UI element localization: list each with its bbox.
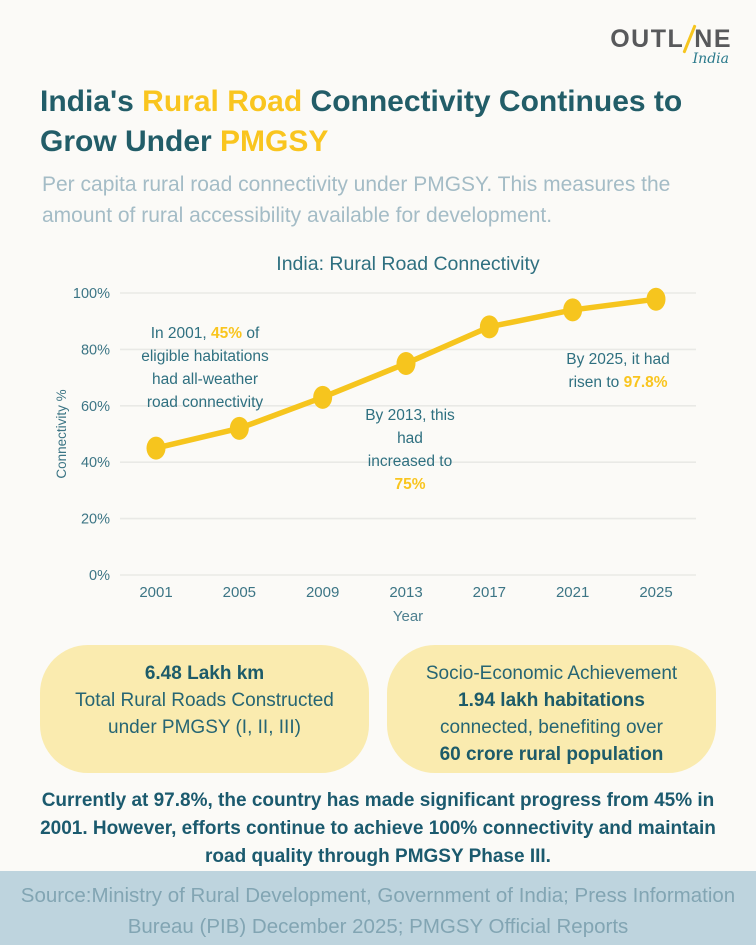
chart-title: India: Rural Road Connectivity: [276, 253, 540, 275]
title-seg-pmgsy: PMGSY: [220, 125, 329, 158]
stat-cards: 6.48 Lakh km Total Rural Roads Construct…: [40, 645, 716, 773]
logo-text-outl: OUTL: [610, 24, 685, 53]
y-tick-label: 20%: [81, 512, 110, 528]
x-tick-label: 2017: [473, 584, 506, 601]
stat-card-roads-body: Total Rural Roads Constructed under PMGS…: [75, 690, 334, 738]
x-tick-label: 2001: [139, 584, 172, 601]
page-subtitle: Per capita rural road connectivity under…: [42, 173, 671, 227]
annotation-2001: In 2001, 45% of eligible habitations had…: [110, 322, 300, 414]
y-tick-label: 40%: [81, 455, 110, 471]
y-tick-label: 60%: [81, 399, 110, 415]
annotation-line: eligible habitations: [141, 348, 269, 365]
data-point-2021: [563, 298, 583, 322]
data-point-2017: [479, 315, 499, 339]
stat-card-socio-line3: connected, benefiting over: [440, 717, 663, 738]
outline-india-logo: OUTL NE India: [610, 24, 732, 68]
annotation-line: road connectivity: [146, 394, 264, 411]
logo-subtitle: India: [692, 51, 729, 67]
stat-card-socio-line1: Socio-Economic Achievement: [425, 663, 678, 684]
x-tick-label: 2009: [306, 584, 339, 601]
title-seg-1: India's: [40, 85, 143, 118]
summary-paragraph: Currently at 97.8%, the country has made…: [40, 790, 716, 867]
y-axis-label: Connectivity %: [54, 389, 69, 478]
chart-area: 0% 20% 40% 60% 80% 100% 2001 2005 2009 2013 2017 20…: [0, 283, 756, 633]
annotation-line: risen to 97.8%: [568, 374, 668, 391]
stat-card-roads: 6.48 Lakh km Total Rural Roads Construct…: [40, 645, 369, 773]
data-point-2009: [313, 385, 333, 409]
annotation-2025: By 2025, it had risen to 97.8%: [523, 348, 713, 394]
annotation-line: had all-weather: [152, 371, 258, 388]
x-tick-label: 2013: [389, 584, 422, 601]
y-tick-label: 100%: [73, 286, 110, 302]
stat-card-socio-economic: Socio-Economic Achievement 1.94 lakh hab…: [387, 645, 716, 773]
stat-card-socio-line4: 60 crore rural population: [439, 744, 664, 765]
title-seg-rural-road: Rural Road: [142, 85, 303, 118]
annotation-line: increased to: [367, 453, 453, 470]
y-tick-label: 0%: [89, 568, 110, 584]
x-axis-label: Year: [393, 608, 423, 625]
data-point-2001: [146, 436, 166, 460]
data-point-2013: [396, 352, 416, 375]
x-tick-label: 2025: [639, 584, 672, 601]
annotation-2013: By 2013, this had increased to 75%: [320, 404, 500, 496]
annotation-line: 75%: [394, 476, 426, 493]
data-point-2025: [646, 287, 666, 311]
stat-card-roads-headline: 6.48 Lakh km: [144, 663, 265, 684]
chart-section: India: Rural Road Connectivity 0% 20% 40% 6…: [0, 250, 756, 640]
y-tick-label: 80%: [81, 342, 110, 358]
annotation-line: By 2025, it had: [566, 351, 670, 368]
x-tick-label: 2005: [223, 584, 256, 601]
connectivity-line-chart: 0% 20% 40% 60% 80% 100% 2001 2005 2009 2013 2017 20…: [54, 286, 696, 625]
annotation-line: In 2001, 45% of: [150, 325, 260, 342]
logo-text-ne: NE: [694, 24, 732, 53]
title-seg-3: Connectivity Continues to Grow Under: [40, 85, 683, 158]
annotation-line: By 2013, this: [365, 407, 455, 424]
data-point-2005: [229, 416, 249, 440]
page-title: India's Rural Road Connectivity Continue…: [40, 82, 715, 162]
annotation-line: had: [397, 430, 423, 447]
stat-card-socio-line2: 1.94 lakh habitations: [458, 690, 645, 711]
x-tick-label: 2021: [556, 584, 589, 601]
source-footer: Source:Ministry of Rural Development, Go…: [0, 871, 756, 945]
